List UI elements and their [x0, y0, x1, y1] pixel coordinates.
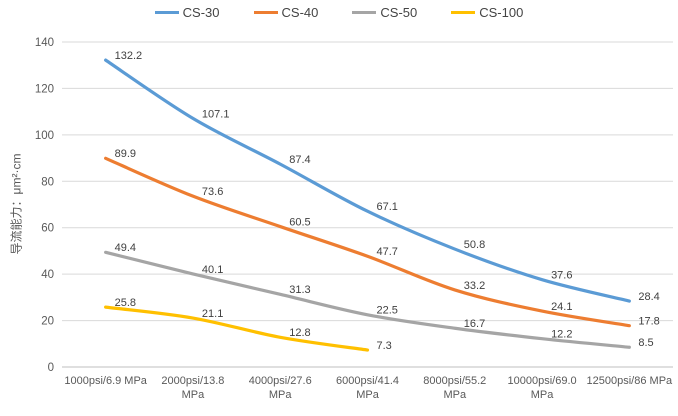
legend-line-marker — [352, 11, 377, 14]
legend-line-marker — [451, 11, 476, 14]
data-label-CS-40: 47.7 — [377, 246, 398, 258]
legend: CS-30 CS-40 CS-50 CS-100 — [0, 6, 678, 19]
x-tick-label: 10000psi/69.0 MPa — [508, 375, 577, 401]
legend-line-marker — [253, 11, 278, 14]
y-tick-label: 120 — [35, 83, 54, 95]
x-tick-label: 2000psi/13.8 MPa — [161, 375, 224, 401]
data-label-CS-50: 40.1 — [202, 264, 223, 276]
x-tick-label: 8000psi/55.2 MPa — [423, 375, 486, 401]
legend-label: CS-100 — [479, 5, 524, 20]
y-tick-label: 100 — [35, 130, 54, 142]
legend-label: CS-30 — [182, 5, 220, 20]
series-line-CS-30 — [104, 58, 631, 303]
data-label-CS-30: 50.8 — [464, 239, 485, 251]
legend-item-CS-100: CS-100 — [451, 6, 523, 19]
data-label-CS-30: 67.1 — [377, 201, 398, 213]
data-label-CS-40: 73.6 — [202, 186, 223, 198]
series-line-CS-40 — [104, 156, 631, 328]
data-label-CS-30: 37.6 — [551, 270, 572, 282]
data-label-CS-100: 7.3 — [377, 340, 392, 352]
data-label-CS-30: 107.1 — [202, 108, 230, 120]
x-tick-label: 6000psi/41.4 MPa — [336, 375, 399, 401]
y-tick-label: 0 — [48, 362, 54, 374]
legend-label: CS-40 — [281, 5, 319, 20]
data-label-CS-100: 25.8 — [115, 297, 136, 309]
data-label-CS-50: 49.4 — [115, 242, 136, 254]
series-line-CS-50 — [104, 250, 631, 349]
data-label-CS-50: 31.3 — [289, 284, 310, 296]
data-label-CS-100: 12.8 — [289, 327, 310, 339]
legend-line-marker — [154, 11, 179, 14]
y-tick-label: 20 — [41, 316, 54, 328]
legend-item-CS-30: CS-30 — [154, 5, 220, 20]
y-tick-label: 40 — [41, 269, 54, 281]
data-label-CS-50: 12.2 — [551, 329, 572, 341]
data-label-CS-40: 60.5 — [289, 216, 310, 228]
data-label-CS-40: 89.9 — [115, 148, 136, 160]
series-line-CS-100 — [104, 305, 370, 352]
data-label-CS-30: 87.4 — [289, 154, 310, 166]
legend-item-CS-40: CS-40 — [253, 5, 319, 20]
x-tick-label: 4000psi/27.6 MPa — [249, 375, 312, 401]
data-label-CS-50: 8.5 — [638, 337, 653, 349]
data-label-CS-50: 16.7 — [464, 318, 485, 330]
data-label-CS-40: 33.2 — [464, 280, 485, 292]
data-label-CS-30: 28.4 — [638, 291, 659, 303]
data-label-CS-100: 21.1 — [202, 308, 223, 320]
y-tick-label: 60 — [41, 223, 54, 235]
x-tick-label: 12500psi/86 MPa — [587, 375, 673, 387]
y-tick-label: 140 — [35, 37, 54, 49]
data-label-CS-40: 24.1 — [551, 301, 572, 313]
data-label-CS-50: 22.5 — [377, 305, 398, 317]
x-tick-label: 1000psi/6.9 MPa — [64, 375, 147, 387]
legend-label: CS-50 — [380, 5, 418, 20]
y-tick-label: 80 — [41, 176, 54, 188]
y-axis-title: 导流能力：μm²·cm — [9, 153, 24, 255]
legend-item-CS-50: CS-50 — [352, 6, 417, 19]
data-label-CS-30: 132.2 — [115, 50, 143, 62]
data-label-CS-40: 17.8 — [638, 316, 659, 328]
